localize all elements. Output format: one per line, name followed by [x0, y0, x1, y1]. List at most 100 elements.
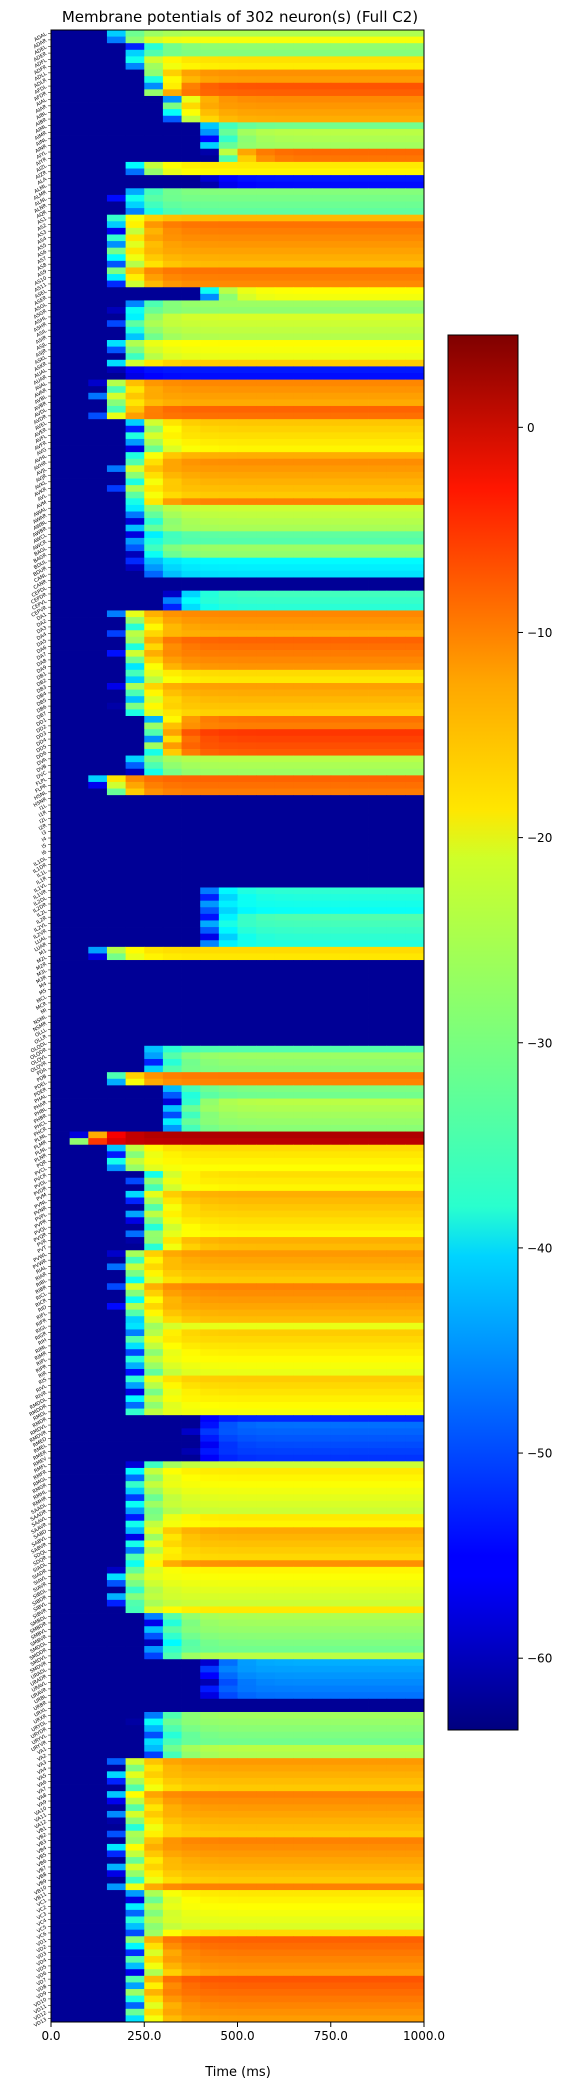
heatmap-cell [162, 161, 182, 169]
heatmap-cell [144, 30, 164, 37]
heatmap-cell [106, 95, 126, 103]
heatmap-cell [144, 1078, 164, 1086]
heatmap-cell [274, 709, 294, 717]
heatmap-cell [274, 1599, 294, 1607]
heatmap-cell [256, 795, 276, 803]
heatmap-cell [293, 894, 313, 902]
heatmap-cell [69, 76, 89, 84]
heatmap-cell [256, 340, 276, 348]
heatmap-cell [144, 979, 164, 987]
heatmap-cell [200, 762, 220, 770]
heatmap-cell [312, 1184, 332, 1192]
heatmap-cell [144, 1349, 164, 1357]
heatmap-cell [144, 56, 164, 64]
heatmap-cell [237, 821, 257, 829]
heatmap-cell [51, 1105, 71, 1113]
heatmap-cell [181, 946, 201, 954]
heatmap-cell [125, 960, 145, 968]
heatmap-cell [200, 1500, 220, 1508]
heatmap-cell [237, 399, 257, 407]
heatmap-cell [386, 1026, 406, 1033]
heatmap-cell [144, 973, 164, 981]
heatmap-cell [293, 1560, 313, 1568]
heatmap-cell [274, 438, 294, 446]
heatmap-cell [237, 359, 257, 367]
heatmap-cell [106, 1461, 126, 1469]
heatmap-cell [69, 432, 89, 440]
heatmap-cell [162, 630, 182, 638]
heatmap-cell [368, 1461, 388, 1469]
heatmap-cell [386, 1421, 406, 1429]
heatmap-cell [386, 524, 406, 532]
heatmap-cell [144, 1606, 164, 1614]
heatmap-cell [368, 1039, 388, 1047]
heatmap-cell [293, 702, 313, 710]
heatmap-cell [162, 188, 182, 196]
heatmap-cell [368, 491, 388, 499]
heatmap-cell [162, 1560, 182, 1568]
heatmap-cell [218, 742, 238, 750]
heatmap-cell [69, 1487, 89, 1495]
heatmap-cell [218, 1659, 238, 1667]
heatmap-cell [162, 1421, 182, 1429]
heatmap-cell [256, 485, 276, 493]
heatmap-cell [51, 458, 71, 466]
heatmap-cell [162, 663, 182, 671]
heatmap-cell [256, 1085, 276, 1093]
heatmap-cell [218, 1355, 238, 1363]
heatmap-cell [349, 597, 369, 605]
heatmap-cell [51, 221, 71, 229]
heatmap-cell [274, 1573, 294, 1581]
heatmap-cell [386, 1250, 406, 1258]
heatmap-cell [162, 155, 182, 163]
heatmap-cell [386, 880, 406, 888]
heatmap-cell [293, 557, 313, 565]
heatmap-cell [330, 1289, 350, 1297]
heatmap-cell [349, 966, 369, 974]
heatmap-cell [69, 867, 89, 875]
heatmap-cell [293, 1467, 313, 1475]
heatmap-cell [181, 1223, 201, 1231]
heatmap-cell [144, 933, 164, 941]
heatmap-cell [162, 320, 182, 328]
heatmap-cell [330, 353, 350, 361]
heatmap-cell [256, 993, 276, 1001]
heatmap-cell [330, 907, 350, 915]
heatmap-cell [162, 1138, 182, 1146]
heatmap-cell [386, 307, 406, 315]
heatmap-cell [125, 419, 145, 427]
heatmap-cell [51, 597, 71, 605]
heatmap-cell [368, 1626, 388, 1634]
heatmap-cell [144, 491, 164, 499]
heatmap-cell [181, 702, 201, 710]
heatmap-cell [368, 128, 388, 136]
heatmap-cell [293, 274, 313, 282]
heatmap-cell [405, 1131, 425, 1139]
heatmap-cell [237, 1461, 257, 1469]
heatmap-cell [386, 1217, 406, 1225]
heatmap-cell [88, 847, 108, 855]
heatmap-cell [237, 1586, 257, 1594]
heatmap-cell [200, 214, 220, 222]
heatmap-cell [51, 247, 71, 255]
heatmap-cell [274, 43, 294, 51]
heatmap-cell [386, 986, 406, 994]
heatmap-cell [144, 1085, 164, 1093]
heatmap-cell [106, 1375, 126, 1383]
heatmap-cell [181, 419, 201, 427]
heatmap-cell [181, 62, 201, 70]
heatmap-cell [144, 412, 164, 420]
heatmap-cell [88, 966, 108, 974]
heatmap-cell [349, 656, 369, 664]
heatmap-cell [88, 1632, 108, 1640]
heatmap-cell [51, 1613, 71, 1621]
heatmap-cell [386, 1316, 406, 1324]
heatmap-cell [349, 900, 369, 908]
heatmap-cell [88, 828, 108, 836]
heatmap-cell [144, 43, 164, 51]
heatmap-cell [218, 623, 238, 631]
heatmap-cell [51, 82, 71, 90]
heatmap-cell [293, 148, 313, 156]
heatmap-cell [330, 1494, 350, 1502]
heatmap-cell [162, 201, 182, 209]
